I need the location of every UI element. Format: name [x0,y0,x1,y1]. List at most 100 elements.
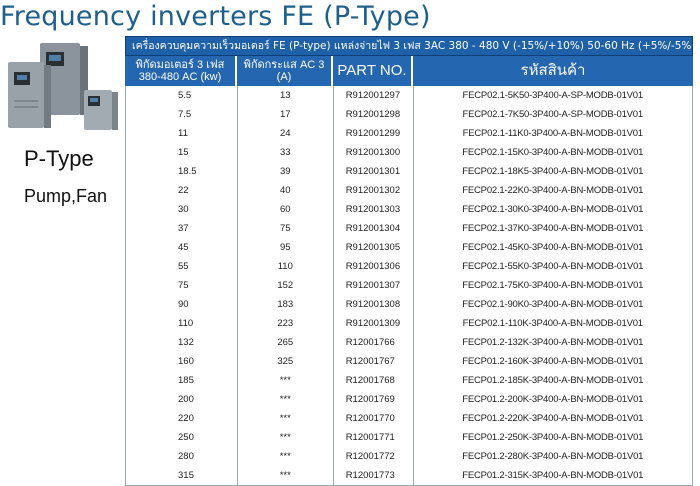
part-no-cell: R12001766 [334,333,414,352]
table-row: 160 325 R12001767 FECP01.2-160K-3P400-A-BN-… [126,352,693,371]
product-code-cell: FECP02.1-90K0-3P400-A-BN-MODB-01V01 [414,295,693,314]
power-cell: 315 [126,466,238,485]
table-row: 280 *** R12001772 FECP01.2-280K-3P400-A-BN-… [126,447,693,466]
table-banner: เครื่องควบคุมความเร็วมอเตอร์ FE (P-type)… [125,36,693,56]
current-cell: 13 [238,86,334,105]
table-row: 22 40 R912001302 FECP02.1-22K0-3P400-A-BN-M… [126,181,693,200]
power-cell: 45 [126,238,238,257]
current-cell: 223 [238,314,334,333]
part-no-cell: R912001308 [334,295,414,314]
table-header: พิกัดมอเตอร์ 3 เฟส 380-480 AC (kw) พิกัด… [125,56,693,86]
table-row: 132 265 R12001766 FECP01.2-132K-3P400-A-BN-… [126,333,693,352]
part-no-cell: R912001298 [334,105,414,124]
product-code-cell: FECP02.1-7K50-3P400-A-SP-MODB-01V01 [414,105,693,124]
part-no-cell: R12001768 [334,371,414,390]
current-cell: *** [238,428,334,447]
power-cell: 250 [126,428,238,447]
part-no-cell: R12001769 [334,390,414,409]
table-row: 37 75 R912001304 FECP02.1-37K0-3P400-A-BN-M… [126,219,693,238]
current-cell: 24 [238,124,334,143]
product-code-cell: FECP01.2-160K-3P400-A-BN-MODB-01V01 [414,352,693,371]
current-cell: 60 [238,200,334,219]
table-row: 90 183 R912001308 FECP02.1-90K0-3P400-A-BN-… [126,295,693,314]
power-cell: 110 [126,314,238,333]
table-row: 15 33 R912001300 FECP02.1-15K0-3P400-A-BN-M… [126,143,693,162]
current-cell: 40 [238,181,334,200]
power-cell: 160 [126,352,238,371]
power-cell: 185 [126,371,238,390]
product-code-cell: FECP02.1-15K0-3P400-A-BN-MODB-01V01 [414,143,693,162]
power-cell: 90 [126,295,238,314]
current-cell: 75 [238,219,334,238]
table-row: 18.5 39 R912001301 FECP02.1-18K5-3P400-A-BN… [126,162,693,181]
current-cell: *** [238,466,334,485]
part-no-cell: R912001300 [334,143,414,162]
table-row: 55 110 R912001306 FECP02.1-55K0-3P400-A-BN-… [126,257,693,276]
power-cell: 75 [126,276,238,295]
power-cell: 18.5 [126,162,238,181]
part-no-cell: R912001297 [334,86,414,105]
power-cell: 5.5 [126,86,238,105]
power-cell: 55 [126,257,238,276]
table-row: 185 *** R12001768 FECP01.2-185K-3P400-A-BN-… [126,371,693,390]
price-table: เครื่องควบคุมความเร็วมอเตอร์ FE (P-type)… [125,36,693,486]
part-no-cell: R912001305 [334,238,414,257]
product-code-cell: FECP01.2-132K-3P400-A-BN-MODB-01V01 [414,333,693,352]
part-no-cell: R912001307 [334,276,414,295]
product-code-cell: FECP01.2-315K-3P400-A-BN-MODB-01V01 [414,466,693,485]
inverter-product-image [8,43,118,130]
product-code-cell: FECP02.1-11K0-3P400-A-BN-MODB-01V01 [414,124,693,143]
current-cell: 33 [238,143,334,162]
part-no-cell: R912001304 [334,219,414,238]
table-row: 110 223 R912001309 FECP02.1-110K-3P400-A-BN… [126,314,693,333]
table-row: 7.5 17 R912001298 FECP02.1-7K50-3P400-A-SP-… [126,105,693,124]
current-cell: *** [238,409,334,428]
product-code-cell: FECP02.1-55K0-3P400-A-BN-MODB-01V01 [414,257,693,276]
current-cell: 265 [238,333,334,352]
product-code-cell: FECP02.1-37K0-3P400-A-BN-MODB-01V01 [414,219,693,238]
table-row: 45 95 R912001305 FECP02.1-45K0-3P400-A-BN-M… [126,238,693,257]
product-code-cell: FECP02.1-45K0-3P400-A-BN-MODB-01V01 [414,238,693,257]
part-no-cell: R912001302 [334,181,414,200]
power-cell: 37 [126,219,238,238]
power-cell: 200 [126,390,238,409]
product-code-cell: FECP02.1-30K0-3P400-A-BN-MODB-01V01 [414,200,693,219]
current-cell: 39 [238,162,334,181]
power-cell: 132 [126,333,238,352]
product-code-cell: FECP02.1-5K50-3P400-A-SP-MODB-01V01 [414,86,693,105]
table-row: 75 152 R912001307 FECP02.1-75K0-3P400-A-BN-… [126,276,693,295]
current-cell: 152 [238,276,334,295]
part-no-cell: R12001770 [334,409,414,428]
table-body: 5.5 13 R912001297 FECP02.1-5K50-3P400-A-SP-… [125,86,693,486]
power-cell: 7.5 [126,105,238,124]
table-row: 250 *** R12001771 FECP01.2-250K-3P400-A-BN-… [126,428,693,447]
product-code-cell: FECP01.2-250K-3P400-A-BN-MODB-01V01 [414,428,693,447]
part-no-cell: R912001309 [334,314,414,333]
header-power: พิกัดมอเตอร์ 3 เฟส 380-480 AC (kw) [125,56,237,86]
product-code-cell: FECP02.1-75K0-3P400-A-BN-MODB-01V01 [414,276,693,295]
header-product-code: รหัสสินค้า [413,56,693,86]
power-cell: 15 [126,143,238,162]
part-no-cell: R12001771 [334,428,414,447]
part-no-cell: R912001299 [334,124,414,143]
part-no-cell: R912001306 [334,257,414,276]
power-cell: 22 [126,181,238,200]
product-code-cell: FECP01.2-280K-3P400-A-BN-MODB-01V01 [414,447,693,466]
current-cell: 17 [238,105,334,124]
power-cell: 11 [126,124,238,143]
power-cell: 30 [126,200,238,219]
page-title: Frequency inverters FE (P-Type) [0,1,431,32]
product-code-cell: FECP02.1-18K5-3P400-A-BN-MODB-01V01 [414,162,693,181]
product-code-cell: FECP01.2-185K-3P400-A-BN-MODB-01V01 [414,371,693,390]
part-no-cell: R912001303 [334,200,414,219]
power-cell: 280 [126,447,238,466]
current-cell: 95 [238,238,334,257]
current-cell: *** [238,390,334,409]
current-cell: 110 [238,257,334,276]
current-cell: *** [238,371,334,390]
current-cell: 325 [238,352,334,371]
product-code-cell: FECP02.1-110K-3P400-A-BN-MODB-01V01 [414,314,693,333]
current-cell: 183 [238,295,334,314]
part-no-cell: R912001301 [334,162,414,181]
header-current: พิกัดกระแส AC 3 (A) [237,56,333,86]
